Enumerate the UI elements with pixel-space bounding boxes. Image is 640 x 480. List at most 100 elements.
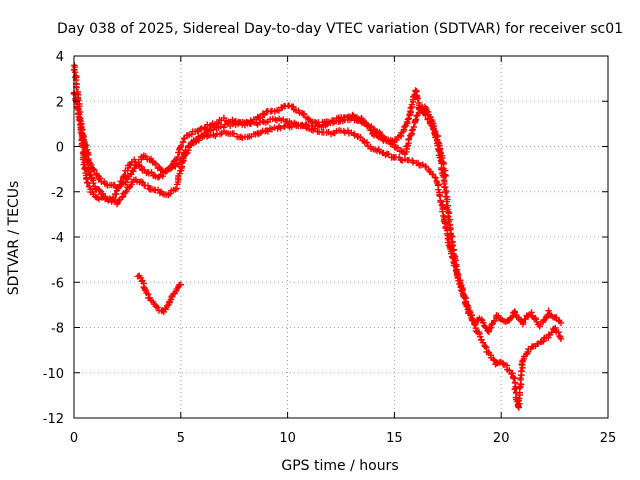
data-point — [442, 172, 449, 180]
y-tick-label: -2 — [51, 186, 64, 201]
x-tick-label: 10 — [279, 431, 296, 446]
data-point-cluster — [231, 118, 246, 128]
x-tick-label: 15 — [386, 431, 403, 446]
data-point-cluster — [273, 102, 289, 114]
x-tick-label: 0 — [70, 431, 78, 446]
data-point-cluster — [92, 193, 102, 201]
data-point-cluster — [348, 115, 364, 125]
data-point-cluster — [515, 314, 525, 325]
y-axis-label: SDTVAR / TECUs — [6, 181, 22, 296]
data-point-cluster — [147, 297, 158, 308]
data-point-cluster — [262, 115, 279, 126]
data-point-cluster — [485, 348, 498, 364]
data-point-cluster — [519, 348, 531, 364]
data-point-cluster — [166, 162, 179, 173]
data-point-cluster — [453, 267, 465, 294]
x-tick-label: 25 — [600, 431, 617, 446]
data-point-cluster — [252, 110, 268, 123]
data-point-cluster — [440, 212, 453, 250]
data-point-cluster — [210, 130, 225, 140]
data-point-cluster — [295, 107, 312, 122]
data-point-cluster — [152, 302, 161, 311]
data-point-cluster — [128, 162, 140, 178]
x-axis-label: GPS time / hours — [281, 458, 398, 474]
data-point-cluster — [536, 319, 547, 330]
data-point-cluster — [97, 190, 110, 202]
data-point-cluster — [230, 130, 246, 141]
data-point-cluster — [143, 289, 153, 302]
data-point-cluster — [326, 118, 342, 127]
series-track-b — [70, 89, 565, 411]
data-point-cluster — [403, 104, 414, 127]
y-tick-label: -10 — [43, 367, 64, 382]
data-point-cluster — [465, 310, 479, 329]
data-point-cluster — [397, 122, 409, 140]
series-track-c — [77, 105, 449, 191]
data-point-cluster — [476, 315, 487, 326]
data-point-cluster — [92, 170, 104, 183]
data-point-cluster — [295, 121, 310, 129]
y-tick-label: 2 — [56, 95, 64, 110]
data-point-cluster — [553, 314, 563, 325]
data-point-cluster — [165, 186, 179, 199]
series-track-d — [134, 272, 184, 316]
x-tick-label: 20 — [493, 431, 510, 446]
data-point-cluster — [134, 272, 145, 282]
data-point-cluster — [141, 166, 153, 177]
data-point-cluster — [140, 152, 153, 163]
data-point-cluster — [391, 154, 406, 164]
data-point-cluster — [173, 281, 183, 293]
data-point-cluster — [502, 317, 512, 325]
data-point-cluster — [519, 315, 529, 328]
chart-title: Day 038 of 2025, Sidereal Day-to-day VTE… — [57, 21, 623, 37]
data-point-cluster — [315, 120, 331, 131]
data-point-cluster — [147, 186, 162, 194]
data-point-cluster — [148, 169, 159, 180]
data-point-cluster — [262, 124, 278, 135]
data-point-cluster — [284, 118, 300, 128]
data-point-cluster — [199, 126, 214, 139]
data-point-cluster — [154, 172, 166, 181]
data-point-cluster — [131, 156, 140, 168]
y-tick-label: -4 — [51, 231, 64, 246]
data-point-cluster — [497, 315, 508, 325]
data-point-cluster — [147, 155, 160, 168]
data-point-cluster — [104, 196, 119, 205]
data-point — [557, 335, 565, 343]
data-point-cluster — [126, 158, 135, 169]
data-point — [557, 319, 565, 327]
data-point-cluster — [422, 163, 439, 181]
data-point-cluster — [358, 119, 375, 131]
data-point-cluster — [210, 123, 224, 133]
data-point — [177, 281, 184, 288]
data-point-cluster — [370, 126, 386, 139]
data-point-cluster — [514, 358, 526, 411]
x-tick-label: 5 — [177, 431, 185, 446]
data-point-cluster — [315, 128, 332, 136]
y-tick-label: 4 — [56, 50, 64, 65]
data-point-cluster — [552, 324, 564, 341]
data-point-cluster — [380, 134, 396, 148]
data-point-cluster — [401, 156, 417, 166]
data-point-cluster — [348, 129, 364, 141]
data-series — [70, 62, 565, 411]
data-point-cluster — [220, 120, 236, 131]
data-point-cluster — [263, 107, 278, 115]
data-point-cluster — [460, 291, 472, 316]
data-point-cluster — [305, 122, 321, 130]
data-point-cluster — [424, 116, 440, 139]
data-point-cluster — [545, 325, 557, 341]
data-point-cluster — [493, 312, 503, 322]
y-tick-label: -6 — [51, 276, 64, 291]
data-point-cluster — [122, 178, 136, 196]
data-point-cluster — [113, 180, 127, 191]
data-point-cluster — [173, 157, 184, 168]
data-point-cluster — [155, 307, 166, 315]
data-point-cluster — [528, 309, 538, 322]
data-point-cluster — [433, 132, 449, 178]
data-point-cluster — [104, 181, 118, 189]
data-point-cluster — [85, 157, 98, 174]
data-point-cluster — [135, 153, 147, 166]
